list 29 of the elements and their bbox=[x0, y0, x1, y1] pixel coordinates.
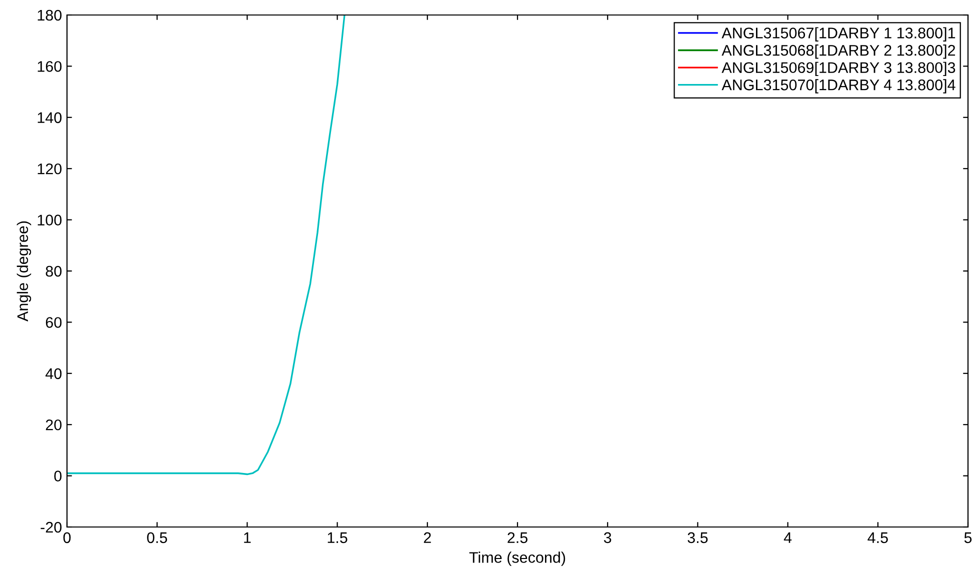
y-tick-label: 100 bbox=[38, 214, 62, 226]
line-series bbox=[67, 15, 346, 476]
x-tick-label: 4.5 bbox=[868, 532, 888, 544]
legend-label: ANGL315069[1DARBY 3 13.800]3 bbox=[722, 62, 956, 76]
x-tick-label: 2.5 bbox=[508, 532, 528, 544]
y-tick-label: 140 bbox=[38, 112, 62, 124]
x-tick-label: 1.5 bbox=[328, 532, 348, 544]
y-tick-label: 60 bbox=[46, 317, 62, 328]
y-tick-label: 0 bbox=[54, 470, 62, 482]
x-axis-title: Time (second) bbox=[469, 552, 566, 566]
y-tick-label: 40 bbox=[46, 368, 62, 380]
legend-label: ANGL315070[1DARBY 4 13.800]4 bbox=[722, 79, 956, 94]
y-axis-title: Angle (degree) bbox=[16, 221, 32, 322]
y-tick-label: 20 bbox=[46, 419, 62, 430]
x-tick-label: 0.5 bbox=[147, 532, 168, 544]
x-tick-label: 3.5 bbox=[688, 532, 708, 544]
y-tick-label: 120 bbox=[38, 163, 62, 174]
y-tick-label: -20 bbox=[40, 522, 62, 533]
x-tick-label: 1 bbox=[244, 532, 251, 543]
y-tick-label: 160 bbox=[38, 61, 62, 72]
x-tick-label: 5 bbox=[964, 532, 972, 544]
legend-label: ANGL315067[1DARBY 1 13.800]1 bbox=[722, 27, 956, 42]
x-tick-label: 3 bbox=[604, 532, 612, 544]
x-tick-label: 0 bbox=[63, 532, 71, 544]
y-tick-label: 180 bbox=[38, 10, 62, 21]
y-tick-label: 80 bbox=[46, 266, 62, 277]
legend-label: ANGL315068[1DARBY 2 13.800]2 bbox=[722, 44, 956, 59]
x-tick-label: 2 bbox=[424, 532, 431, 543]
x-tick-label: 4 bbox=[784, 532, 792, 543]
